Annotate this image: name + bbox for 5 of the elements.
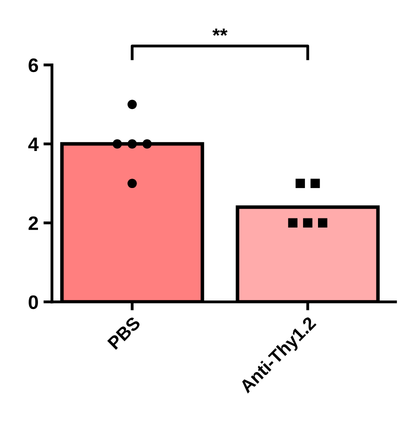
y-tick-label: 2 [28,216,38,230]
y-tick-label: 6 [28,58,38,72]
y-tick-label: 4 [28,138,39,151]
y-tick-label: 0 [28,295,38,310]
text: ** [212,28,228,36]
